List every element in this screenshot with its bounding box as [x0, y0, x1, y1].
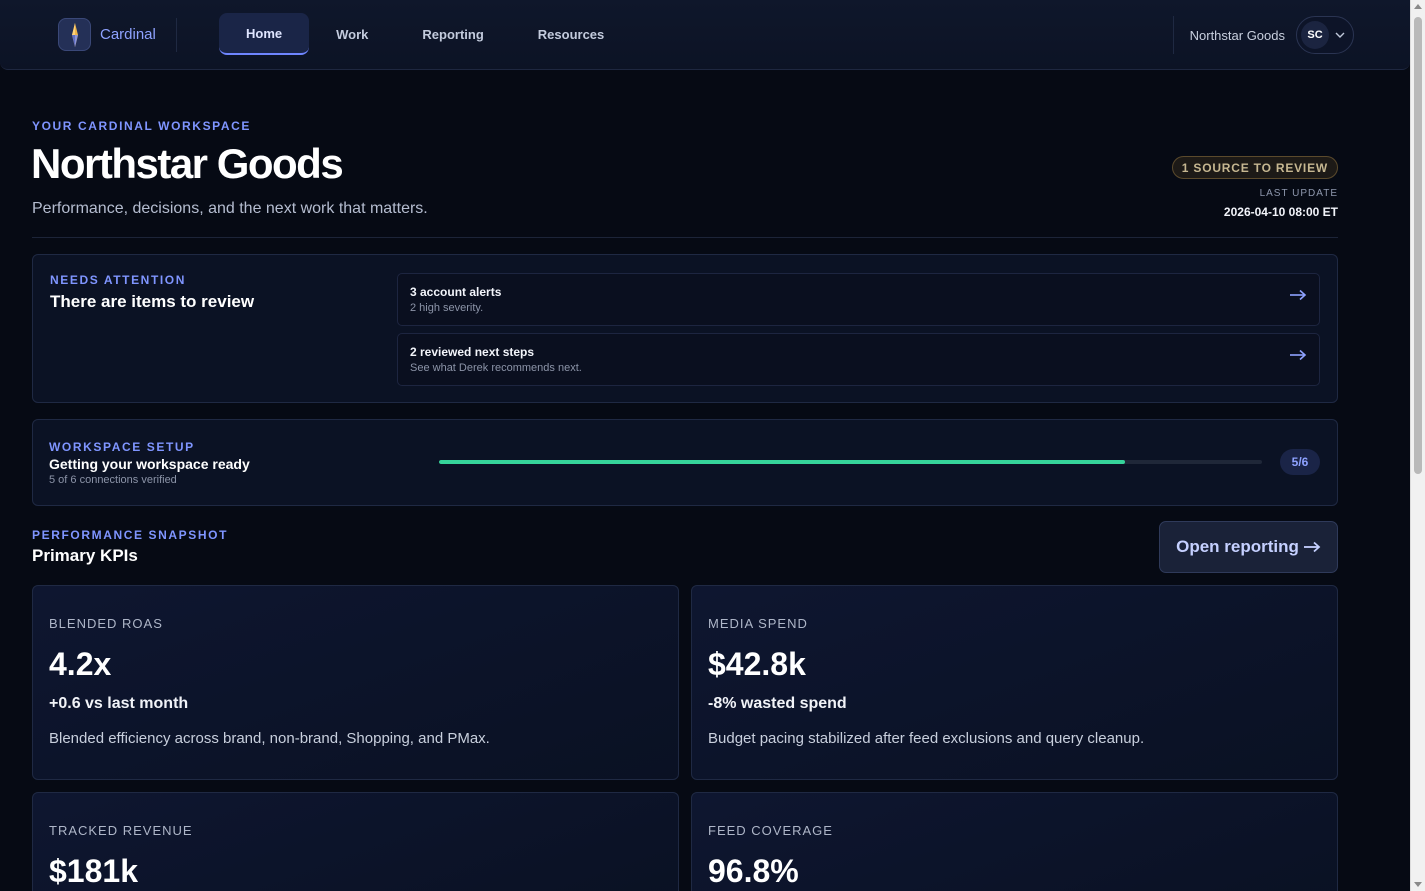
kpi-card-blended-roas: BLENDED ROAS 4.2x +0.6 vs last month Ble…	[32, 585, 679, 780]
tab-resources[interactable]: Resources	[537, 26, 605, 42]
kpi-card-feed-coverage: FEED COVERAGE 96.8%	[691, 792, 1338, 891]
alert-item-title: 3 account alerts	[410, 285, 502, 299]
account-menu-button[interactable]: SC	[1296, 16, 1354, 54]
kpi-label: TRACKED REVENUE	[49, 823, 193, 838]
workspace-setup-card: WORKSPACE SETUP Getting your workspace r…	[32, 419, 1338, 506]
kpi-label: MEDIA SPEND	[708, 616, 808, 631]
setup-progress-fill	[439, 460, 1125, 464]
tab-home[interactable]: Home	[219, 13, 310, 55]
divider	[32, 237, 1338, 238]
scroll-down-icon[interactable]	[1414, 882, 1422, 887]
scrollbar-thumb[interactable]	[1414, 17, 1422, 474]
workspace-eyebrow: YOUR CARDINAL WORKSPACE	[32, 119, 252, 133]
kpi-description: Budget pacing stabilized after feed excl…	[708, 730, 1145, 747]
needs-attention-card: NEEDS ATTENTION There are items to revie…	[32, 254, 1338, 403]
page-subtitle: Performance, decisions, and the next wor…	[32, 200, 428, 217]
next-steps-item[interactable]: 2 reviewed next steps See what Derek rec…	[397, 333, 1320, 386]
kpi-value: 96.8%	[708, 853, 799, 889]
nav-divider	[1172, 16, 1174, 54]
kpi-delta: -8% wasted spend	[708, 695, 847, 712]
org-name: Northstar Goods	[1189, 27, 1285, 43]
top-nav: Cardinal Home Work Reporting Resources N…	[0, 0, 1410, 70]
open-reporting-button[interactable]: Open reporting	[1159, 521, 1338, 573]
setup-progress-count: 5/6	[1280, 449, 1320, 475]
workspace-setup-eyebrow: WORKSPACE SETUP	[49, 440, 195, 454]
kpi-description: Blended efficiency across brand, non-bra…	[49, 730, 490, 747]
nav-tabs: Home Work Reporting Resources	[219, 13, 631, 55]
scroll-up-icon[interactable]	[1414, 4, 1422, 9]
open-reporting-label: Open reporting	[1176, 537, 1299, 556]
nav-divider	[176, 18, 177, 52]
kpi-label: BLENDED ROAS	[49, 616, 163, 631]
arrow-right-icon	[1290, 349, 1307, 361]
kpi-delta: +0.6 vs last month	[49, 695, 189, 712]
performance-title: Primary KPIs	[32, 546, 138, 565]
needs-attention-title: There are items to review	[50, 292, 255, 311]
alert-item-subtitle: See what Derek recommends next.	[410, 362, 582, 374]
kpi-value: $42.8k	[708, 646, 806, 682]
nav-right: Northstar Goods SC	[1172, 16, 1354, 54]
account-alerts-item[interactable]: 3 account alerts 2 high severity.	[397, 273, 1320, 326]
brand[interactable]: Cardinal	[58, 18, 156, 51]
arrow-right-icon	[1290, 289, 1307, 301]
last-update-label: LAST UPDATE	[1259, 188, 1338, 199]
kpi-card-tracked-revenue: TRACKED REVENUE $181k	[32, 792, 679, 891]
kpi-label: FEED COVERAGE	[708, 823, 833, 838]
kpi-value: $181k	[49, 853, 138, 889]
kpi-card-media-spend: MEDIA SPEND $42.8k -8% wasted spend Budg…	[691, 585, 1338, 780]
kpi-value: 4.2x	[49, 646, 112, 682]
alert-item-title: 2 reviewed next steps	[410, 345, 535, 359]
performance-eyebrow: PERFORMANCE SNAPSHOT	[32, 528, 229, 542]
arrow-right-icon	[1303, 541, 1321, 553]
avatar: SC	[1301, 21, 1329, 49]
last-update-value: 2026-04-10 08:00 ET	[1223, 205, 1338, 219]
needs-attention-eyebrow: NEEDS ATTENTION	[50, 273, 187, 287]
tab-work[interactable]: Work	[336, 26, 369, 42]
compass-star-icon	[58, 18, 91, 51]
source-review-badge[interactable]: 1 SOURCE TO REVIEW	[1171, 156, 1338, 179]
chevron-down-icon	[1335, 32, 1345, 38]
alert-item-subtitle: 2 high severity.	[410, 302, 484, 314]
workspace-setup-title: Getting your workspace ready	[49, 456, 250, 472]
workspace-setup-subtitle: 5 of 6 connections verified	[49, 474, 177, 486]
page-scrollbar[interactable]	[1410, 0, 1425, 891]
page-title: Northstar Goods	[31, 140, 344, 187]
setup-progress-bar	[439, 460, 1262, 464]
brand-name: Cardinal	[100, 26, 156, 43]
tab-reporting[interactable]: Reporting	[422, 26, 484, 42]
